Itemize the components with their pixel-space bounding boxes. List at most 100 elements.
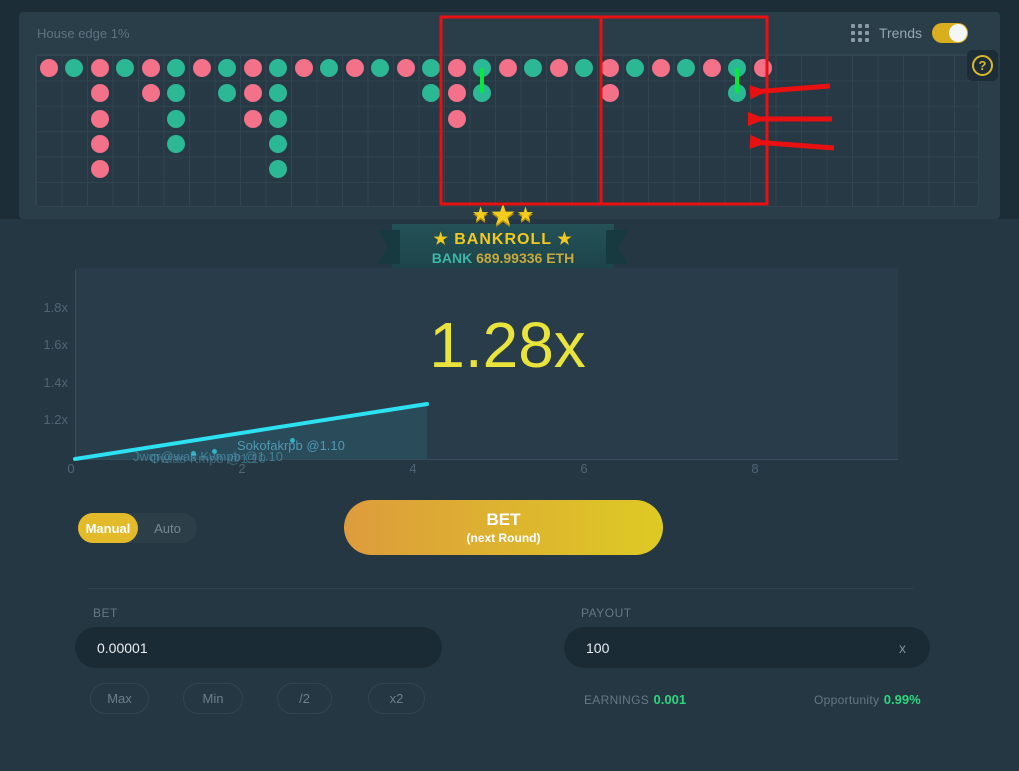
x-tick-label: 0 <box>67 461 75 476</box>
trend-dot <box>575 58 594 77</box>
trend-dot <box>141 58 160 77</box>
bet-button[interactable]: BET (next Round) <box>344 500 663 555</box>
help-icon: ? <box>972 55 993 76</box>
trend-dot <box>116 58 135 77</box>
bet-marker-dot <box>212 449 217 454</box>
chart-y-axis <box>75 270 76 460</box>
x-tick-label: 2 <box>238 461 246 476</box>
y-tick-label: 1.6x <box>43 337 68 353</box>
streak-connector-line <box>480 67 485 94</box>
trends-dot-grid <box>35 54 979 207</box>
trend-dot <box>218 84 237 103</box>
bet-button-label: BET <box>486 510 521 529</box>
tab-manual[interactable]: Manual <box>78 513 138 543</box>
trend-dot <box>422 58 441 77</box>
trend-dot <box>269 58 288 77</box>
trend-dot <box>447 58 466 77</box>
x-tick-label: 6 <box>580 461 588 476</box>
earnings-value: 0.001 <box>653 692 687 707</box>
player-bet-label: Owias Kmpb @1.10 <box>150 451 266 466</box>
bet-button-sublabel: (next Round) <box>466 531 541 545</box>
trend-dot <box>167 109 186 128</box>
trend-dot <box>90 160 109 179</box>
player-bet-label: Sokofakrpb @1.10 <box>237 438 345 453</box>
trend-dot <box>371 58 390 77</box>
trend-dot <box>90 109 109 128</box>
trends-toggle[interactable] <box>932 23 968 43</box>
trend-dot <box>65 58 84 77</box>
toggle-knob <box>949 24 967 42</box>
trend-dot <box>753 58 772 77</box>
y-tick-label: 1.2x <box>43 411 68 427</box>
bankroll-value-row: BANK 689.99336 ETH <box>392 250 614 266</box>
trends-grid-icon <box>850 24 869 42</box>
mode-switch: Manual Auto <box>78 513 197 543</box>
help-button[interactable]: ? <box>967 50 998 81</box>
bet-quick-button-x2[interactable]: x2 <box>368 683 425 714</box>
y-tick-label: 1.8x <box>43 300 68 315</box>
trend-dot <box>422 84 441 103</box>
trend-dot <box>167 134 186 153</box>
payout-field-label: PAYOUT <box>581 606 632 620</box>
bet-marker-dot <box>191 451 196 456</box>
trend-dot <box>218 58 237 77</box>
trend-dot <box>90 84 109 103</box>
trend-dot <box>498 58 517 77</box>
trend-dot <box>192 58 211 77</box>
chart-x-axis <box>75 459 898 460</box>
trend-dot <box>447 84 466 103</box>
trend-dot <box>626 58 645 77</box>
trend-dot <box>345 58 364 77</box>
opportunity-label: Opportunity <box>814 693 880 707</box>
trend-dot <box>243 109 262 128</box>
tab-auto[interactable]: Auto <box>154 520 181 536</box>
trend-dot <box>39 58 58 77</box>
trend-dot <box>269 84 288 103</box>
trend-dot <box>524 58 543 77</box>
trend-dot <box>90 58 109 77</box>
trend-dot <box>396 58 415 77</box>
trend-dot <box>702 58 721 77</box>
bet-quick-button-max[interactable]: Max <box>90 683 149 714</box>
trend-dot <box>167 58 186 77</box>
trends-panel: House edge 1% Trends <box>19 12 1000 219</box>
bet-field-label: BET <box>93 606 118 620</box>
trend-dot <box>600 58 619 77</box>
house-edge-label: House edge 1% <box>37 26 130 41</box>
bank-value: 689.99336 ETH <box>476 250 575 266</box>
form-divider <box>88 588 913 589</box>
trend-dot <box>90 134 109 153</box>
bet-marker-dot <box>290 438 295 443</box>
trend-dot <box>243 84 262 103</box>
trend-dot <box>269 109 288 128</box>
opportunity-value: 0.99% <box>883 692 921 707</box>
trend-dot <box>141 84 160 103</box>
player-bet-label: Jwqr@was Kvmpb @1.10 <box>133 449 283 464</box>
trend-dot <box>243 58 262 77</box>
trend-dot <box>294 58 313 77</box>
x-tick-label: 8 <box>751 461 759 476</box>
streak-connector-line <box>735 67 740 94</box>
trend-dot <box>167 84 186 103</box>
trend-dot <box>269 160 288 179</box>
trends-toggle-group: Trends <box>850 23 968 43</box>
trend-dot <box>677 58 696 77</box>
payout-suffix: x <box>899 640 906 656</box>
payout-input[interactable] <box>564 627 930 668</box>
trend-dot <box>320 58 339 77</box>
bet-quick-button-min[interactable]: Min <box>183 683 243 714</box>
y-tick-label: 1.4x <box>43 374 68 390</box>
bet-amount-input[interactable] <box>75 627 442 668</box>
trend-dot <box>447 109 466 128</box>
earnings-label: EARNINGS <box>584 693 650 707</box>
bankroll-banner: ★★★ ★ BANKROLL ★ BANK 689.99336 ETH <box>392 199 614 268</box>
bankroll-title: ★ BANKROLL ★ <box>433 231 573 248</box>
stars-icon: ★★★ <box>471 199 535 232</box>
bet-quick-button-div2[interactable]: /2 <box>277 683 332 714</box>
earnings-row: EARNINGS 0.001 <box>584 691 686 709</box>
trends-label: Trends <box>878 25 922 41</box>
trend-dot <box>600 84 619 103</box>
bank-label: BANK <box>431 250 473 266</box>
trend-dot <box>269 134 288 153</box>
